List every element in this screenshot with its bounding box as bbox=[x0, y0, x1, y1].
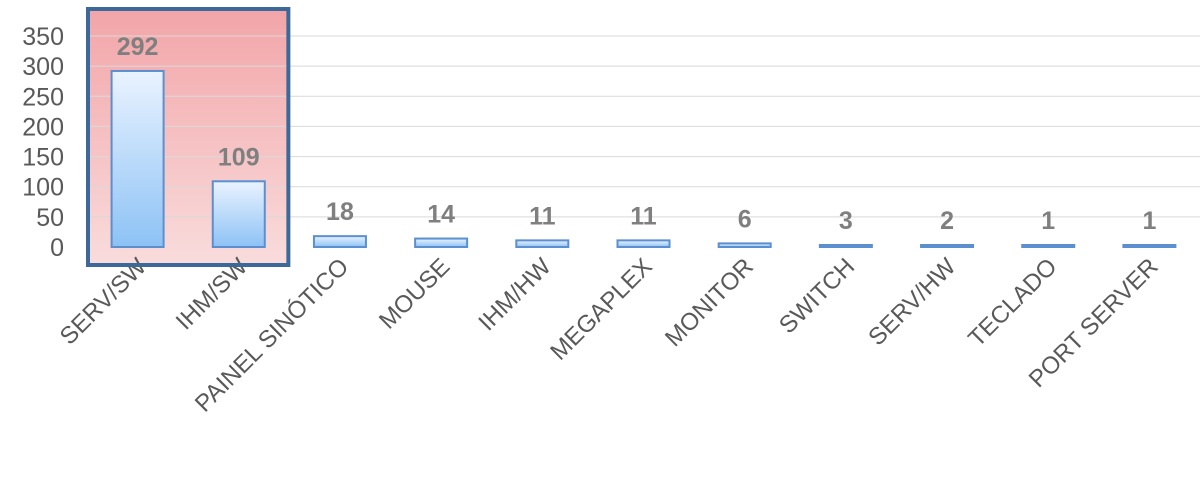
x-tick-label: MONITOR bbox=[660, 253, 759, 352]
data-label: 1 bbox=[1041, 207, 1055, 235]
y-tick-label: 200 bbox=[22, 113, 64, 141]
bar bbox=[818, 244, 873, 248]
data-label: 292 bbox=[117, 33, 159, 61]
data-label: 14 bbox=[427, 201, 455, 229]
bar bbox=[312, 235, 367, 249]
x-tick-label: MOUSE bbox=[374, 253, 455, 334]
x-tick-label: TECLADO bbox=[963, 253, 1062, 352]
y-tick-label: 350 bbox=[22, 23, 64, 51]
data-label: 109 bbox=[218, 143, 260, 171]
x-tick-label: IHM/HW bbox=[473, 253, 556, 336]
data-label: 6 bbox=[738, 205, 752, 233]
x-tick-label: MEGAPLEX bbox=[545, 253, 657, 365]
data-label: 11 bbox=[529, 202, 556, 230]
x-tick-label: SWITCH bbox=[774, 253, 860, 339]
bar bbox=[616, 239, 671, 249]
x-tick-label: SERV/HW bbox=[863, 253, 961, 351]
y-tick-label: 150 bbox=[22, 144, 64, 172]
data-label: 18 bbox=[326, 198, 354, 226]
bar bbox=[920, 244, 975, 248]
bar bbox=[110, 69, 165, 248]
data-label: 2 bbox=[940, 207, 954, 235]
y-tick-label: 50 bbox=[36, 204, 64, 232]
gridlines bbox=[87, 35, 1200, 218]
y-tick-label: 0 bbox=[50, 234, 64, 262]
x-tick-label: SERV/SW bbox=[55, 253, 152, 350]
highlight-border bbox=[86, 7, 291, 267]
data-label: 3 bbox=[839, 207, 853, 235]
bar bbox=[1021, 244, 1076, 248]
bar bbox=[717, 242, 772, 249]
highlight-border-layer bbox=[86, 7, 291, 267]
y-tick-label: 250 bbox=[22, 83, 64, 111]
data-label: 1 bbox=[1142, 207, 1156, 235]
y-tick-label: 300 bbox=[22, 53, 64, 81]
y-tick-label: 100 bbox=[22, 174, 64, 202]
bar bbox=[1122, 244, 1177, 248]
bar bbox=[515, 239, 570, 249]
data-label: 11 bbox=[630, 202, 657, 230]
bar bbox=[414, 237, 469, 248]
bars bbox=[110, 69, 1177, 249]
bar bbox=[211, 180, 266, 248]
